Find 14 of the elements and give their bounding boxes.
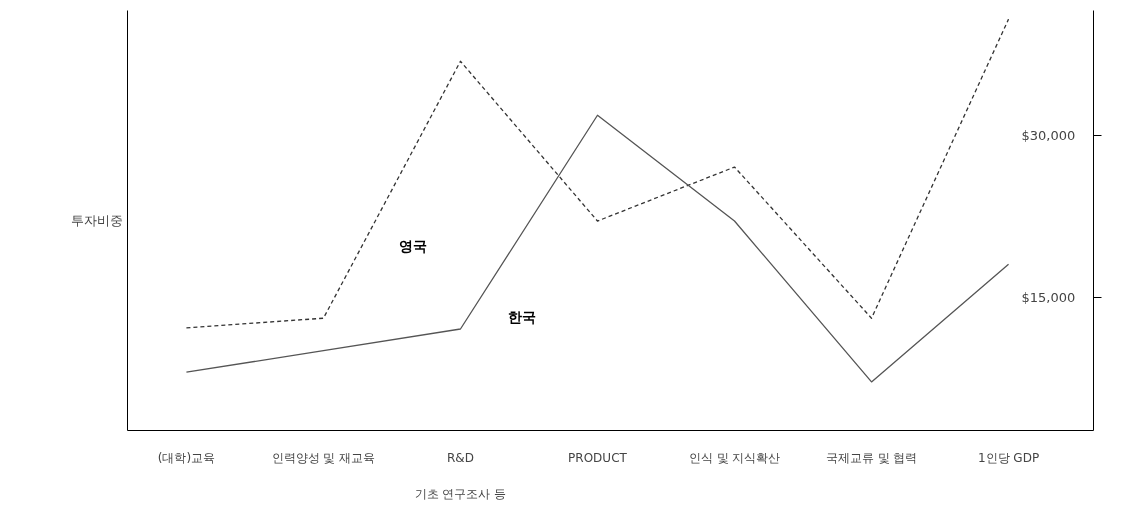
- x-tick-label: 1인당 GDP: [977, 450, 1040, 465]
- x-tick-label: PRODUCT: [568, 450, 628, 465]
- y-tick-label: $15,000: [1021, 290, 1076, 306]
- y-tick-label: $30,000: [1021, 128, 1076, 144]
- x-tick-label: 인식 및 지식확산: [688, 450, 781, 465]
- x-tick-label: 국제교류 및 협력: [825, 450, 918, 465]
- x-tick-label: (대학)교육: [157, 450, 216, 465]
- y-axis-title: 투자비중: [70, 213, 123, 228]
- text: 영국: [398, 237, 427, 254]
- x-tick-label: 인력양성 및 재교육: [271, 450, 376, 465]
- text: 한국: [508, 308, 537, 325]
- category-label: R&D 기초 연구조사 등: [414, 450, 507, 501]
- line-series: [185, 18, 1010, 329]
- line-series: [185, 114, 1010, 383]
